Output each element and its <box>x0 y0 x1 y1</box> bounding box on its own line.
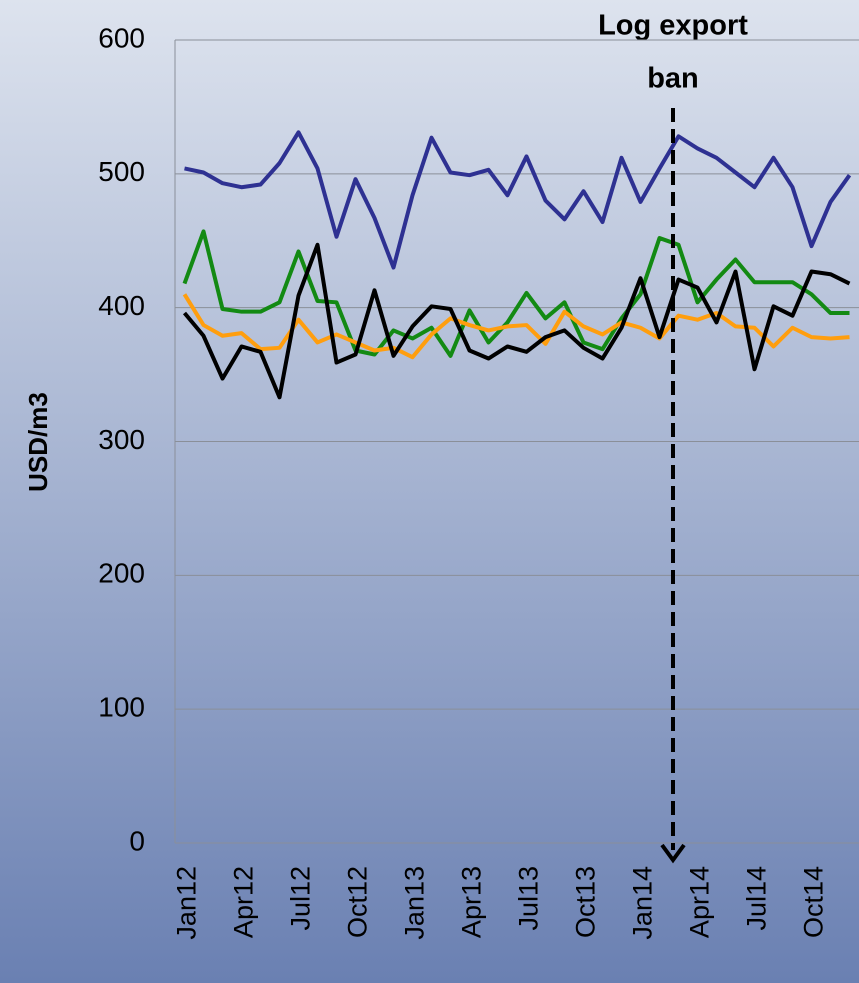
y-axis-label: USD/m3 <box>23 392 53 492</box>
annotation: ban <box>647 63 699 95</box>
x-tick-label: Jul14 <box>742 866 772 931</box>
y-tick-label: 200 <box>98 558 145 589</box>
x-tick-label: Oct13 <box>571 866 601 938</box>
series-line <box>182 229 850 358</box>
x-tick-label: Apr13 <box>457 866 487 938</box>
series-line <box>182 293 850 360</box>
x-tick-label: Oct12 <box>343 866 373 938</box>
y-tick-label: 100 <box>98 692 145 723</box>
x-tick-label: Jan13 <box>400 866 430 940</box>
x-tick-label: Jul12 <box>286 866 316 931</box>
x-tick-label: Jan14 <box>628 866 658 940</box>
y-tick-label: 500 <box>98 156 145 187</box>
y-tick-label: 300 <box>98 424 145 455</box>
x-tick-label: Jul13 <box>514 866 544 931</box>
annotation-arrowhead <box>660 843 686 864</box>
x-tick-label: Apr14 <box>685 866 715 938</box>
series-line <box>182 242 851 400</box>
annotation: Log export <box>598 10 748 42</box>
y-tick-label: 400 <box>98 290 145 321</box>
y-tick-label: 0 <box>129 825 145 856</box>
x-tick-label: Apr12 <box>229 866 259 938</box>
x-tick-label: Jan12 <box>172 866 202 940</box>
y-tick-label: 600 <box>98 22 145 53</box>
series-line <box>184 130 852 270</box>
x-tick-label: Oct14 <box>799 866 829 938</box>
